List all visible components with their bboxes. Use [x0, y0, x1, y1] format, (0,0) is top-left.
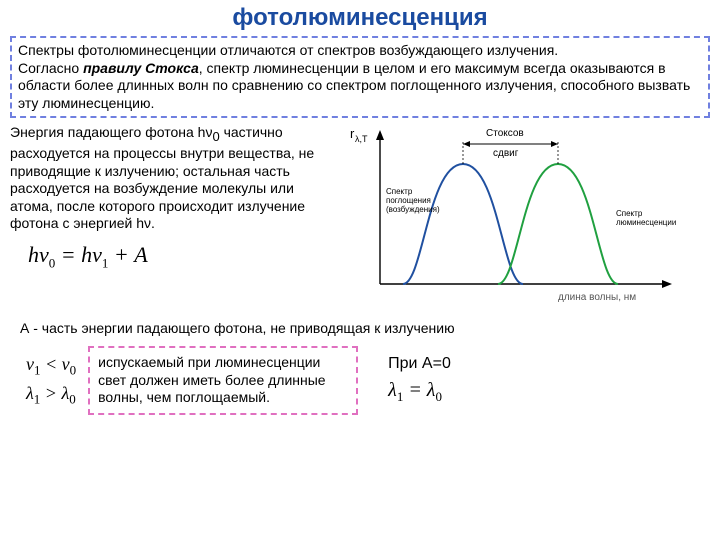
stokes-em: правилу Стокса: [83, 60, 199, 76]
ineq-nu: ν1 < ν0: [26, 351, 76, 380]
a-zero-case: При А=0 λ1 = λ0: [370, 355, 451, 405]
a0-equation: λ1 = λ0: [388, 379, 451, 405]
bottom-row: ν1 < ν0 λ1 > λ0 испускаемый при люминесц…: [0, 342, 720, 415]
left-sub0: 0: [212, 129, 219, 144]
chart-area: r λ,T длина волны, нм Стоксов сдвиг Спек…: [348, 124, 710, 314]
x-axis-label: длина волны, нм: [558, 292, 636, 303]
emission-label-1: Спектр: [616, 209, 643, 218]
ineq-lambda: λ1 > λ0: [26, 380, 76, 409]
page-title: фотолюминесценция: [0, 0, 720, 34]
left-column: Энергия падающего фотона hν0 частично ра…: [10, 124, 340, 314]
y-axis-label-sub: λ,T: [355, 134, 368, 144]
stokes-shift-label-2: сдвиг: [493, 148, 519, 159]
inequalities: ν1 < ν0 λ1 > λ0: [10, 351, 76, 409]
left-text-2: частично расходуется на процессы внутри …: [10, 124, 314, 231]
emission-note-box: испускаемый при люминесценции свет долже…: [88, 346, 358, 415]
absorption-curve: [403, 164, 523, 284]
emission-label-2: люминесценции: [616, 218, 676, 227]
absorption-label-3: (возбуждения): [386, 205, 440, 214]
absorption-label-2: поглощения: [386, 196, 431, 205]
spectra-chart: r λ,T длина волны, нм Стоксов сдвиг Спек…: [348, 124, 698, 314]
emission-curve: [498, 164, 618, 284]
energy-formula: hν0 = hν1 + A: [28, 241, 340, 272]
main-row: Энергия падающего фотона hν0 частично ра…: [0, 124, 720, 314]
left-text-1: Энергия падающего фотона hν: [10, 124, 212, 140]
absorption-label-1: Спектр: [386, 187, 413, 196]
stokes-shift-label-1: Стоксов: [486, 128, 524, 139]
a-definition: А - часть энергии падающего фотона, не п…: [20, 320, 710, 336]
stokes-rule-box: Спектры фотолюминесценции отличаются от …: [10, 36, 710, 118]
a0-label: При А=0: [388, 355, 451, 373]
